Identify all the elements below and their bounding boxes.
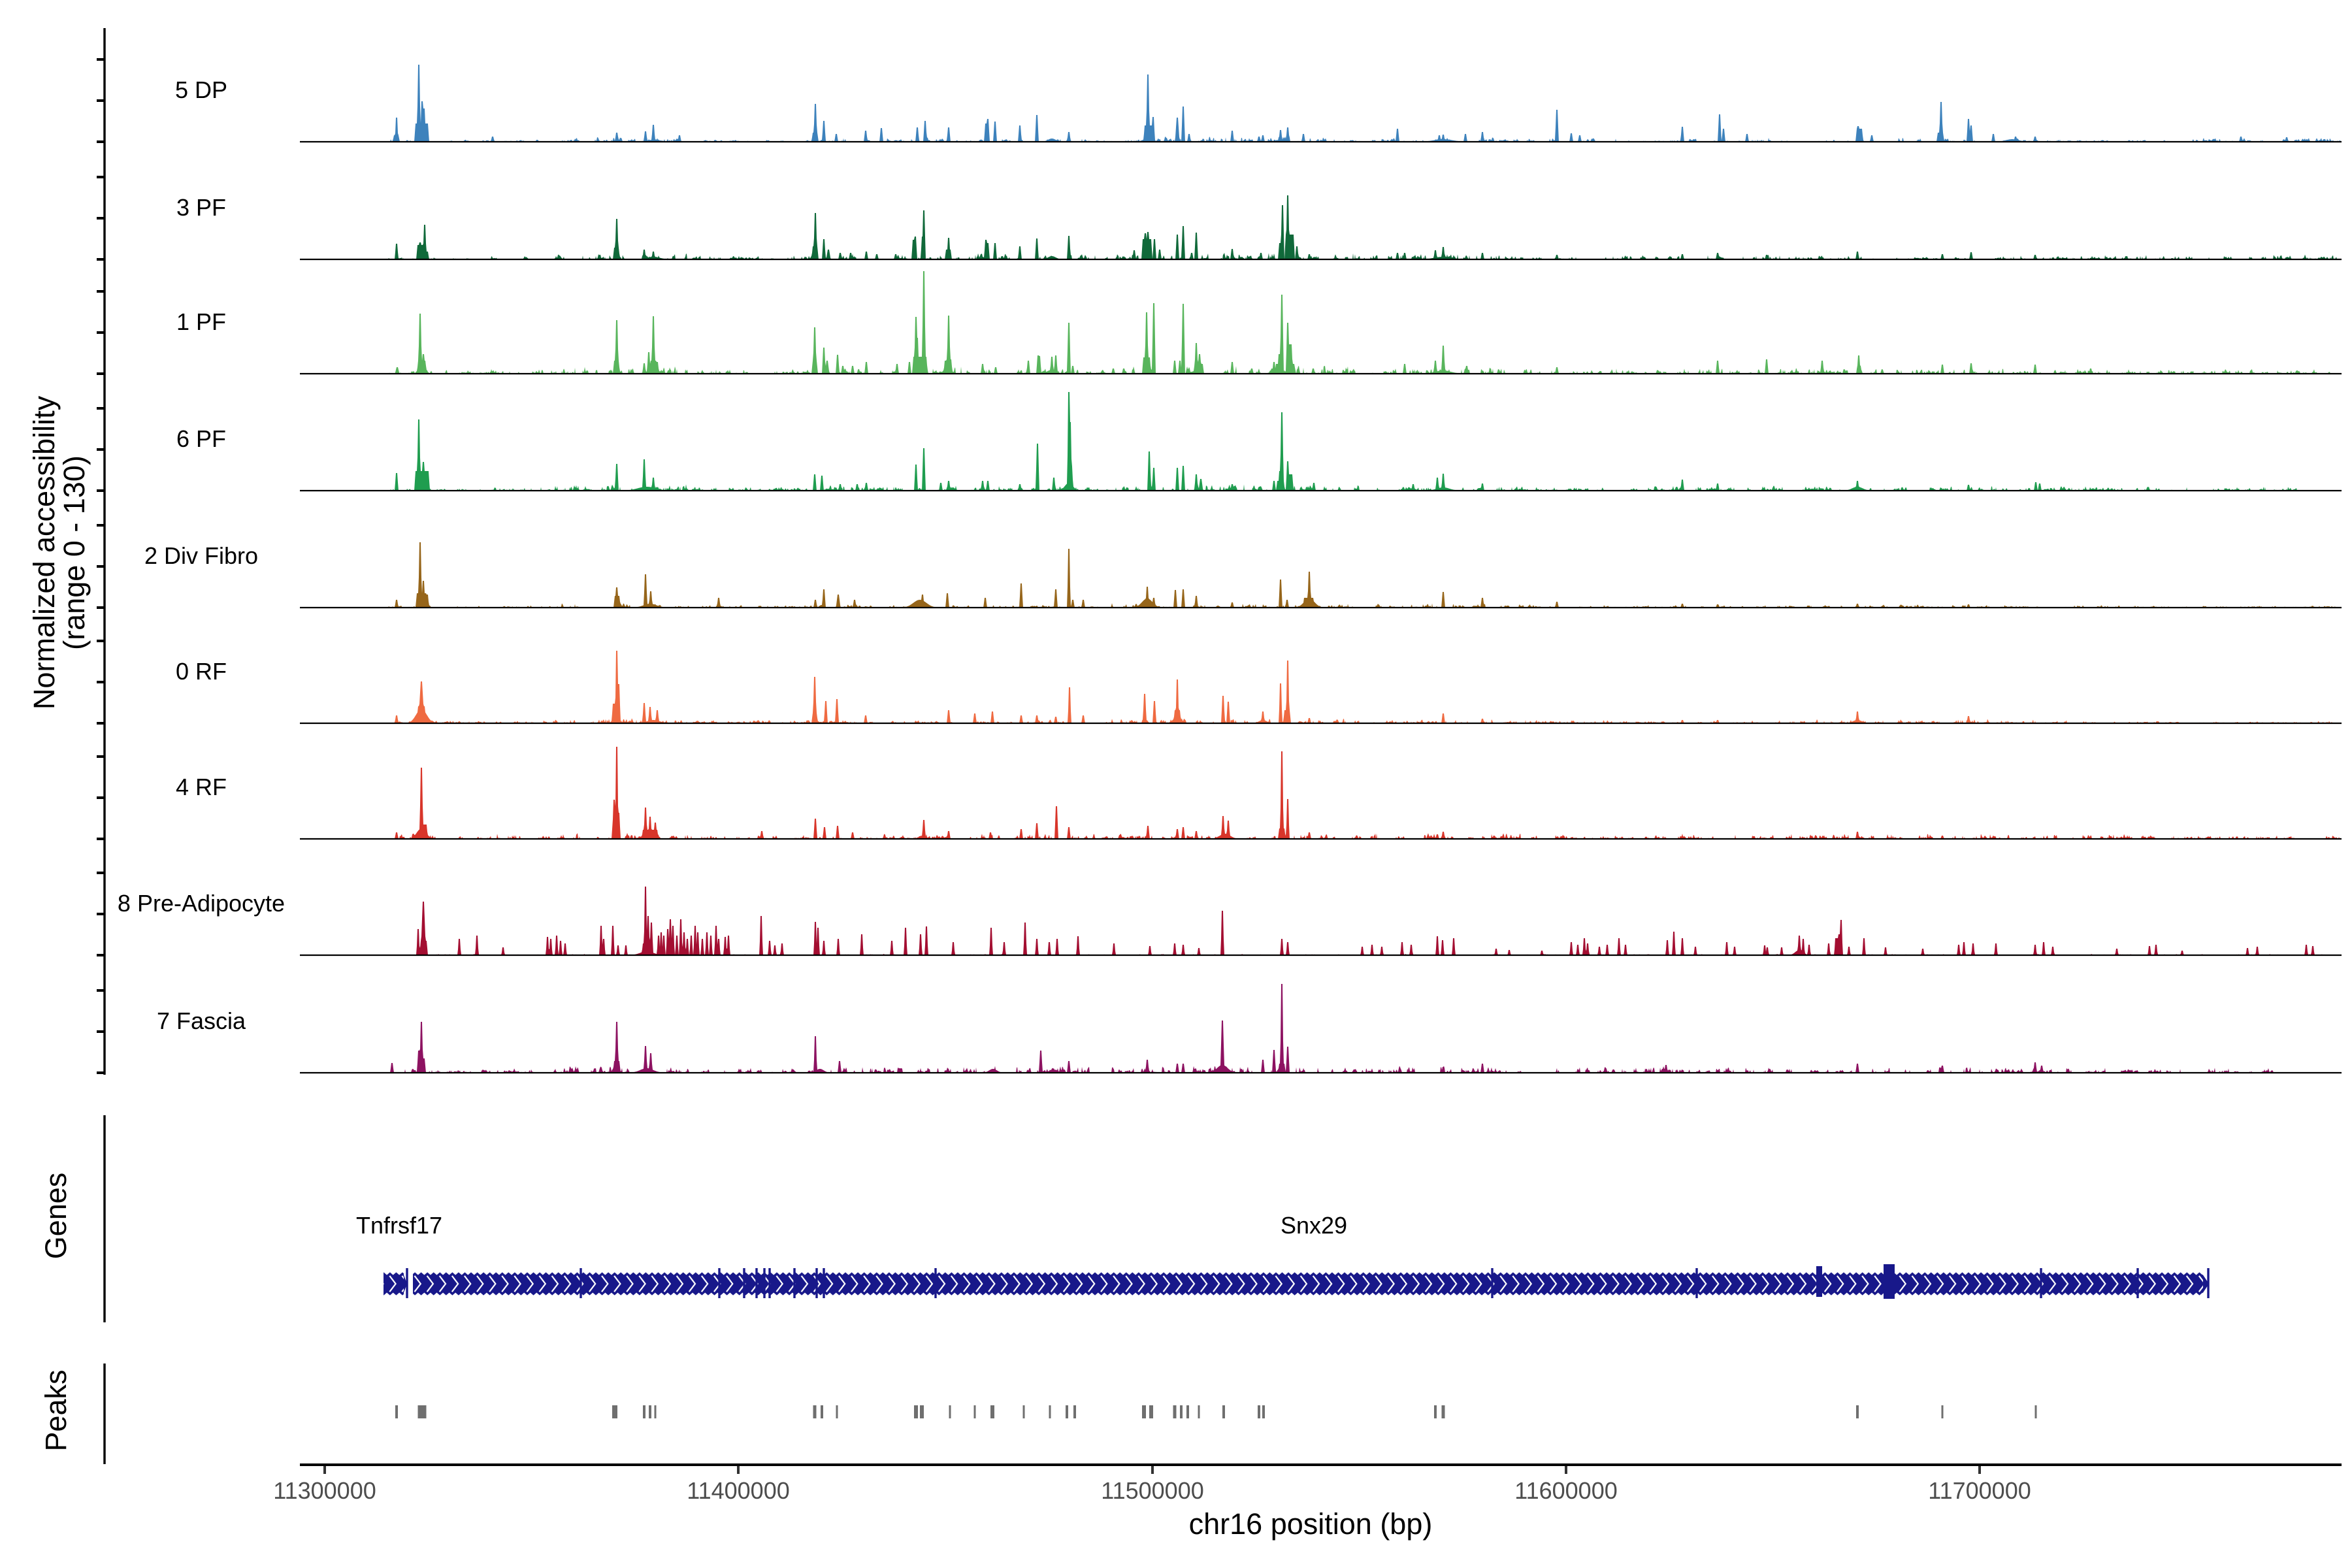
svg-text:2 Div Fibro: 2 Div Fibro	[144, 542, 258, 569]
svg-text:11500000: 11500000	[1101, 1477, 1204, 1504]
svg-text:Genes: Genes	[39, 1173, 73, 1260]
svg-text:8 Pre-Adipocyte: 8 Pre-Adipocyte	[118, 890, 285, 917]
svg-text:Normalized accessibility: Normalized accessibility	[27, 395, 61, 710]
svg-text:6 PF: 6 PF	[176, 425, 226, 452]
svg-text:3 PF: 3 PF	[176, 194, 226, 221]
svg-text:11600000: 11600000	[1514, 1477, 1618, 1504]
svg-text:11300000: 11300000	[273, 1477, 376, 1504]
svg-text:0 RF: 0 RF	[176, 658, 227, 685]
svg-text:(range 0 - 130): (range 0 - 130)	[57, 455, 91, 650]
svg-text:5 DP: 5 DP	[175, 76, 227, 103]
svg-text:1 PF: 1 PF	[176, 308, 226, 335]
svg-text:11700000: 11700000	[1928, 1477, 2031, 1504]
svg-text:Snx29: Snx29	[1281, 1212, 1347, 1239]
svg-text:Peaks: Peaks	[39, 1369, 73, 1451]
svg-text:4 RF: 4 RF	[176, 774, 227, 800]
svg-text:Tnfrsf17: Tnfrsf17	[356, 1212, 442, 1239]
svg-text:11400000: 11400000	[687, 1477, 790, 1504]
svg-text:chr16 position (bp): chr16 position (bp)	[1189, 1507, 1433, 1541]
svg-text:7 Fascia: 7 Fascia	[157, 1007, 246, 1034]
